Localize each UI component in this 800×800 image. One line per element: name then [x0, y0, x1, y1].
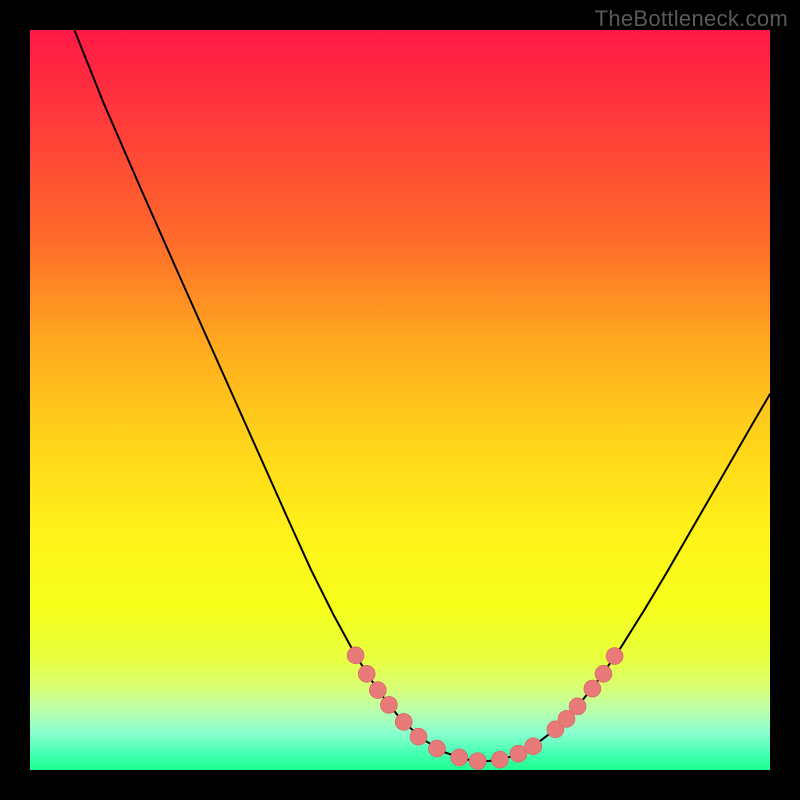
data-marker: [380, 696, 397, 713]
data-marker: [429, 740, 446, 757]
data-marker: [569, 698, 586, 715]
data-marker: [410, 728, 427, 745]
data-marker: [358, 665, 375, 682]
data-marker: [491, 751, 508, 768]
chart-svg: [30, 30, 770, 770]
data-marker: [606, 648, 623, 665]
data-marker: [584, 680, 601, 697]
chart-background: [30, 30, 770, 770]
watermark-text: TheBottleneck.com: [595, 6, 788, 32]
data-marker: [347, 647, 364, 664]
plot-area: [30, 30, 770, 770]
data-marker: [525, 738, 542, 755]
data-marker: [595, 665, 612, 682]
data-marker: [369, 682, 386, 699]
chart-container: TheBottleneck.com: [0, 0, 800, 800]
data-marker: [451, 749, 468, 766]
data-marker: [469, 753, 486, 770]
data-marker: [395, 713, 412, 730]
data-marker: [510, 745, 527, 762]
